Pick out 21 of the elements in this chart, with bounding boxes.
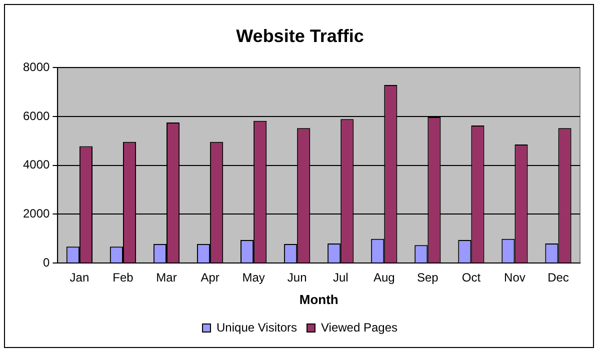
- x-tick-label: Oct: [462, 270, 482, 285]
- y-tick-label: 0: [43, 255, 50, 270]
- x-tick-label: Nov: [504, 270, 526, 285]
- x-tick-label: Sep: [416, 270, 439, 285]
- x-tick-label: Jun: [287, 270, 307, 285]
- x-tick-label: Aug: [373, 270, 395, 285]
- x-axis-title: Month: [299, 292, 338, 307]
- legend-label: Viewed Pages: [320, 320, 398, 334]
- y-tick-label: 8000: [22, 60, 50, 74]
- x-tick-label: Feb: [112, 270, 134, 285]
- x-tick-label: Jan: [70, 270, 90, 285]
- chart-title: Website Traffic: [236, 26, 364, 46]
- y-tick-label: 2000: [22, 206, 50, 220]
- x-tick-label: Apr: [200, 270, 220, 285]
- legend-label: Unique Visitors: [216, 320, 297, 334]
- x-tick-label: Dec: [548, 270, 569, 285]
- y-tick-label: 4000: [22, 158, 50, 172]
- y-tick-label: 6000: [22, 108, 50, 123]
- x-tick-label: May: [242, 270, 265, 285]
- x-tick-label: Mar: [156, 270, 177, 285]
- x-tick-label: Jul: [332, 270, 348, 285]
